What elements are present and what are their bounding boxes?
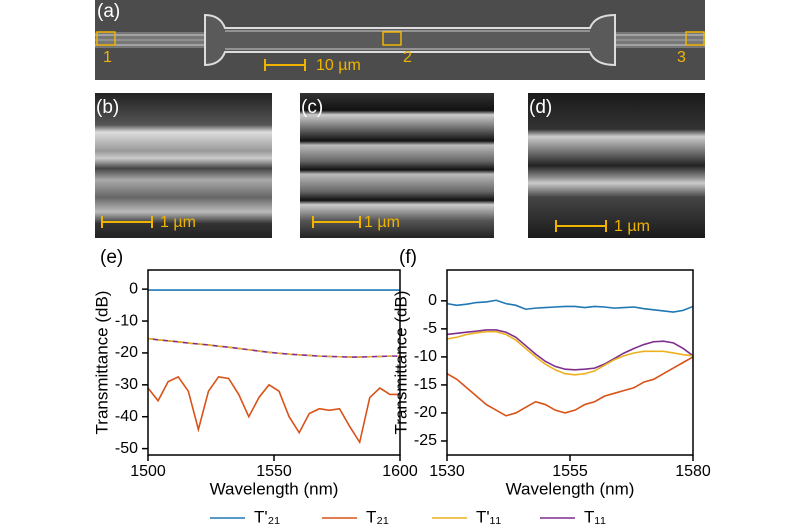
plot-frame xyxy=(147,269,401,456)
x-tick-label: 1530 xyxy=(429,463,465,480)
sem-image-c: (c) 1 µm xyxy=(300,93,494,238)
sem-image-a: (a) 1 2 3 10 µm xyxy=(95,0,705,80)
scale-label: 1 µm xyxy=(364,214,400,231)
y-tick-label: -25 xyxy=(414,432,437,449)
panel-label: (e) xyxy=(100,247,123,268)
y-axis-title: Transmittance (dB) xyxy=(92,291,111,435)
data-line xyxy=(147,337,400,358)
x-axis-title: Wavelength (nm) xyxy=(210,479,339,498)
y-tick-label: -30 xyxy=(115,376,138,393)
y-tick-label: 0 xyxy=(129,280,138,297)
x-tick-label: 1580 xyxy=(675,463,711,480)
y-tick-label: 0 xyxy=(428,292,437,309)
marker-label: 1 xyxy=(103,49,112,66)
plot-frame xyxy=(446,269,694,456)
data-line xyxy=(446,329,694,371)
x-tick-label: 1555 xyxy=(552,463,588,480)
sem-image-b: (b) 1 µm xyxy=(95,93,272,238)
panel-label: (d) xyxy=(529,97,552,118)
x-tick-label: 1550 xyxy=(256,463,292,480)
scale-label: 1 µm xyxy=(160,214,196,231)
y-axis-title: Transmittance (dB) xyxy=(391,291,410,435)
panel-label: (b) xyxy=(96,97,119,118)
y-tick-label: -50 xyxy=(115,440,138,457)
legend-label: T'₂₁ xyxy=(254,507,280,526)
data-line xyxy=(147,375,400,445)
data-line xyxy=(147,337,400,358)
y-tick-label: -15 xyxy=(414,376,437,393)
data-line xyxy=(446,330,694,376)
legend-label: T'₁₁ xyxy=(476,507,501,526)
data-line xyxy=(446,356,694,417)
y-tick-label: -10 xyxy=(414,348,437,365)
marker-label: 3 xyxy=(677,49,686,66)
x-tick-label: 1600 xyxy=(382,463,418,480)
data-line xyxy=(446,299,694,313)
x-axis-title: Wavelength (nm) xyxy=(506,479,635,498)
y-tick-label: -10 xyxy=(115,312,138,329)
scale-label: 1 µm xyxy=(614,218,650,235)
panel-label: (a) xyxy=(97,1,120,22)
sem-image-d: (d) 1 µm xyxy=(528,93,705,238)
y-tick-label: -40 xyxy=(115,408,138,425)
y-tick-label: -20 xyxy=(115,344,138,361)
y-tick-label: -20 xyxy=(414,404,437,421)
legend-label: T₂₁ xyxy=(366,507,389,526)
x-tick-label: 1500 xyxy=(130,463,166,480)
y-tick-label: -5 xyxy=(423,320,437,337)
panel-label: (c) xyxy=(301,97,323,118)
panel-label: (f) xyxy=(399,247,417,268)
scale-label: 10 µm xyxy=(316,57,361,74)
legend-label: T₁₁ xyxy=(584,507,606,526)
marker-label: 2 xyxy=(403,49,412,66)
